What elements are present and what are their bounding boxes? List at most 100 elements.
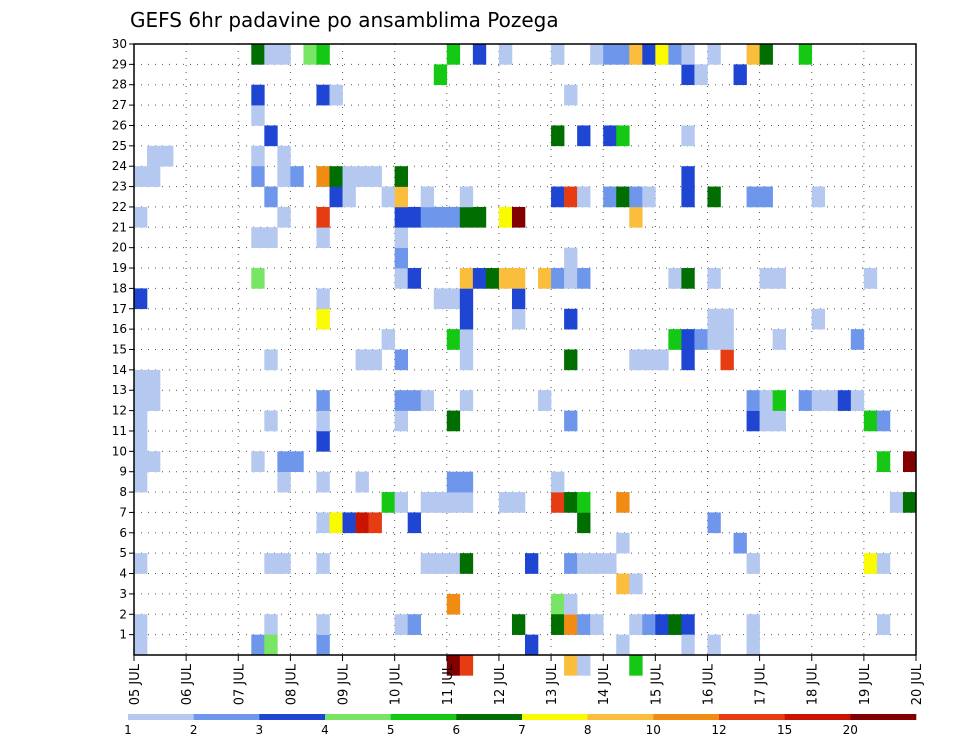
- heatmap-cell: [134, 369, 148, 391]
- heatmap-cell: [316, 84, 330, 106]
- heatmap-cell: [459, 471, 474, 493]
- heatmap-cell: [433, 64, 448, 86]
- y-tick-label: 20: [112, 241, 127, 255]
- colorbar-label: 6: [452, 723, 460, 737]
- heatmap-cell: [264, 227, 278, 248]
- colorbar-swatch: [653, 714, 720, 720]
- heatmap-cell: [264, 125, 278, 147]
- heatmap-cell: [342, 186, 356, 208]
- heatmap-cell: [538, 390, 552, 411]
- heatmap-cell: [394, 247, 408, 269]
- heatmap-cell: [902, 492, 917, 513]
- heatmap-cell: [134, 634, 148, 656]
- y-tick-label: 16: [112, 322, 127, 336]
- heatmap-cell: [459, 349, 474, 371]
- heatmap-cell: [316, 614, 330, 635]
- heatmap-cell: [264, 44, 278, 65]
- heatmap-cell: [564, 308, 578, 330]
- heatmap-cell: [394, 614, 408, 635]
- heatmap-cell: [407, 614, 422, 635]
- heatmap-cell: [459, 268, 474, 289]
- heatmap-cell: [407, 512, 422, 534]
- heatmap-cell: [134, 553, 148, 574]
- heatmap-cell: [316, 227, 330, 248]
- heatmap-cell: [420, 186, 435, 208]
- heatmap-cell: [642, 186, 656, 208]
- heatmap-cell: [707, 329, 721, 350]
- y-tick-label: 13: [112, 383, 127, 397]
- heatmap-cell: [316, 634, 330, 656]
- heatmap-cell: [511, 288, 526, 310]
- heatmap-cell: [616, 532, 630, 554]
- heatmap-cell: [564, 492, 578, 513]
- heatmap-cell: [707, 186, 721, 208]
- heatmap-cell: [733, 64, 747, 86]
- heatmap-cell: [707, 268, 721, 289]
- y-tick-label: 23: [112, 180, 127, 194]
- heatmap-cell: [577, 553, 591, 574]
- heatmap-cell: [629, 614, 643, 635]
- heatmap-cell: [459, 329, 474, 350]
- heatmap-cell: [277, 44, 291, 65]
- heatmap-cell: [446, 44, 461, 65]
- heatmap-cell: [720, 329, 734, 350]
- heatmap-cell: [772, 390, 786, 411]
- colorbar-label: 8: [584, 723, 592, 737]
- colorbar-swatch: [522, 714, 588, 720]
- heatmap-cell: [564, 614, 578, 635]
- heatmap-cell: [147, 369, 161, 391]
- heatmap-cell: [681, 329, 695, 350]
- heatmap-cell: [316, 308, 330, 330]
- heatmap-cell: [251, 105, 265, 126]
- heatmap-cell: [277, 553, 291, 574]
- heatmap-cell: [251, 44, 265, 65]
- y-tick-label: 28: [112, 78, 127, 92]
- heatmap-cell: [733, 532, 747, 554]
- heatmap-cell: [472, 268, 487, 289]
- heatmap-cell: [251, 451, 265, 472]
- heatmap-cell: [290, 451, 304, 472]
- heatmap-cell: [316, 390, 330, 411]
- heatmap-cell: [564, 593, 578, 615]
- y-tick-label: 6: [119, 526, 127, 540]
- heatmap-cell: [368, 512, 382, 534]
- heatmap-cell: [446, 593, 461, 615]
- heatmap-cell: [316, 206, 330, 228]
- y-tick-label: 8: [119, 485, 127, 499]
- heatmap-cell: [368, 349, 382, 371]
- heatmap-cell: [251, 145, 265, 167]
- heatmap-cell: [511, 492, 526, 513]
- heatmap-cell: [707, 512, 721, 534]
- colorbar-swatch: [456, 714, 523, 720]
- colorbar-label: 4: [321, 723, 329, 737]
- heatmap-cell: [525, 634, 539, 656]
- heatmap-cell: [811, 308, 826, 330]
- heatmap-cell: [876, 553, 891, 574]
- heatmap-cell: [772, 410, 786, 432]
- x-tick-label: 19 JUL: [858, 663, 873, 705]
- y-tick-label: 11: [112, 424, 127, 438]
- y-tick-label: 7: [119, 505, 127, 519]
- heatmap-cell: [564, 247, 578, 269]
- heatmap-cell: [551, 492, 565, 513]
- heatmap-cell: [720, 308, 734, 330]
- heatmap-cell: [446, 206, 461, 228]
- heatmap-cell: [655, 349, 669, 371]
- heatmap-cell: [459, 492, 474, 513]
- heatmap-cell: [551, 125, 565, 147]
- heatmap-cell: [668, 268, 682, 289]
- heatmap-cell: [629, 655, 643, 676]
- colorbar-swatch: [128, 714, 194, 720]
- heatmap-cell: [629, 349, 643, 371]
- heatmap-cell: [251, 166, 265, 187]
- heatmap-cell: [498, 44, 513, 65]
- heatmap-cell: [511, 268, 526, 289]
- heatmap-cell: [681, 166, 695, 187]
- heatmap-cell: [759, 410, 773, 432]
- x-tick-label: 09 JUL: [337, 663, 352, 705]
- heatmap-cell: [603, 186, 617, 208]
- heatmap-cell: [616, 186, 630, 208]
- heatmap-cell: [863, 410, 878, 432]
- heatmap-cell: [525, 553, 539, 574]
- heatmap-cell: [811, 390, 826, 411]
